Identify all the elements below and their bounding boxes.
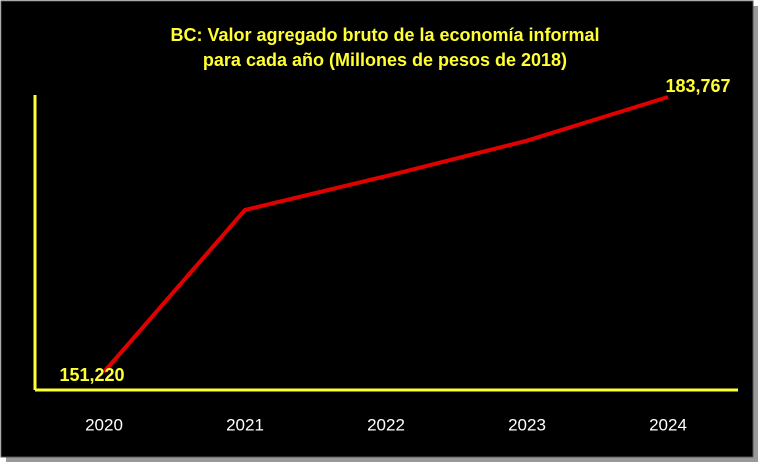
chart-background <box>0 0 754 458</box>
x-tick-label: 2024 <box>649 415 687 434</box>
x-tick-label: 2022 <box>367 415 405 434</box>
data-label: 151,220 <box>59 365 124 385</box>
x-tick-label: 2023 <box>508 415 546 434</box>
x-tick-label: 2021 <box>226 415 264 434</box>
data-line <box>102 95 669 374</box>
data-label: 183,767 <box>665 76 730 96</box>
chart-title: BC: Valor agregado bruto de la economía … <box>170 25 599 45</box>
x-tick-label: 2020 <box>85 415 123 434</box>
chart-title: para cada año (Millones de pesos de 2018… <box>203 50 567 70</box>
